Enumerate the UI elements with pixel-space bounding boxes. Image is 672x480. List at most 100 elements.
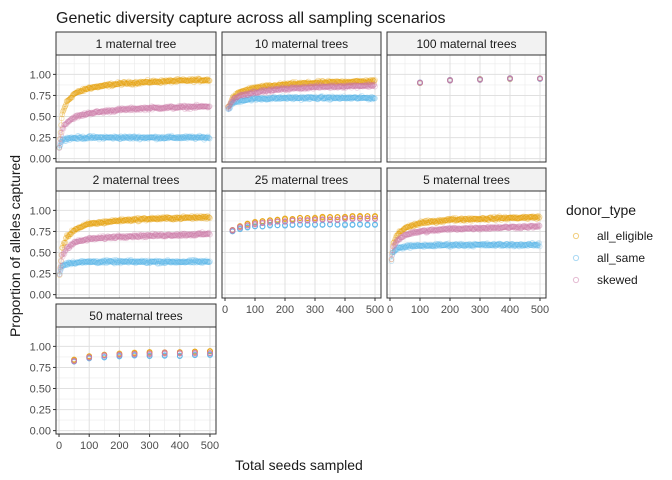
data-point: [150, 77, 157, 84]
data-point: [58, 115, 65, 122]
data-point: [186, 134, 192, 141]
data-point: [148, 103, 155, 109]
data-layer: [225, 77, 378, 113]
data-point: [309, 94, 316, 101]
data-point: [87, 133, 93, 139]
data-point: [191, 77, 198, 83]
data-point: [322, 95, 329, 102]
data-point: [79, 111, 86, 117]
data-point: [109, 83, 115, 90]
data-point: [71, 134, 77, 141]
data-point: [190, 77, 197, 84]
data-point: [93, 134, 99, 140]
data-point: [166, 103, 173, 110]
data-point: [56, 144, 63, 151]
data-point: [327, 83, 333, 89]
data-point: [94, 83, 100, 89]
data-point: [253, 90, 260, 96]
data-point: [122, 133, 128, 140]
data-point: [282, 95, 289, 101]
data-point: [121, 79, 128, 85]
data-point: [325, 77, 332, 84]
data-point: [84, 86, 91, 93]
data-point: [185, 133, 191, 140]
data-point: [131, 133, 138, 139]
data-point: [148, 104, 154, 111]
data-point: [276, 85, 283, 91]
data-point: [80, 85, 86, 92]
data-point: [328, 79, 335, 86]
data-point: [74, 89, 80, 96]
data-point: [138, 80, 145, 87]
data-point: [346, 79, 353, 85]
data-point: [189, 104, 196, 110]
y-tick-label: 0.50: [30, 248, 51, 260]
data-point: [283, 85, 290, 91]
data-point: [63, 121, 70, 127]
data-point: [152, 105, 159, 111]
data-point: [195, 102, 202, 109]
x-tick-label: 500: [366, 304, 384, 316]
data-point: [336, 83, 343, 90]
data-point: [106, 81, 113, 87]
data-point: [295, 95, 302, 101]
data-point: [288, 82, 295, 89]
data-point: [128, 104, 135, 110]
data-point: [90, 84, 96, 90]
data-point: [298, 86, 305, 92]
data-point: [336, 96, 343, 102]
data-point: [343, 79, 350, 86]
data-point: [94, 108, 100, 114]
data-point: [61, 106, 67, 112]
data-point: [317, 79, 324, 85]
data-point: [306, 94, 313, 100]
data-point: [225, 103, 231, 110]
data-point: [87, 85, 94, 92]
data-point: [363, 95, 369, 102]
data-point: [89, 85, 95, 92]
y-tick-label: 0.75: [30, 90, 51, 102]
series-all_eligible: [225, 77, 378, 111]
data-point: [286, 81, 293, 87]
data-point: [147, 79, 154, 86]
data-point: [75, 133, 82, 139]
data-point: [202, 103, 208, 110]
data-point: [150, 78, 156, 84]
data-point: [326, 78, 333, 85]
data-point: [256, 89, 263, 95]
data-point: [77, 134, 83, 141]
data-point: [175, 76, 182, 82]
x-tick-label: 300: [306, 304, 324, 316]
data-point: [259, 87, 266, 94]
data-point: [125, 106, 131, 112]
data-point: [309, 94, 315, 100]
data-point: [199, 103, 206, 109]
data-point: [117, 136, 124, 142]
data-point: [303, 85, 310, 92]
data-point: [90, 110, 97, 116]
data-point: [142, 79, 148, 85]
data-point: [291, 96, 297, 102]
data-point: [294, 83, 301, 90]
data-point: [300, 83, 307, 90]
data-point: [322, 79, 329, 85]
data-point: [194, 134, 200, 141]
data-point: [149, 134, 156, 141]
data-point: [71, 114, 78, 121]
data-point: [239, 89, 245, 95]
data-point: [133, 136, 140, 142]
data-point: [349, 94, 356, 101]
data-point: [159, 78, 165, 85]
data-point: [202, 135, 209, 141]
data-point: [186, 77, 192, 84]
data-point: [228, 99, 234, 105]
data-point: [97, 134, 103, 140]
data-point: [366, 79, 373, 85]
data-point: [86, 133, 93, 139]
data-point: [112, 81, 118, 87]
data-point: [134, 80, 141, 87]
data-point: [309, 84, 315, 91]
x-tick-label: 100: [80, 440, 98, 452]
data-point: [65, 136, 71, 143]
data-point: [60, 136, 66, 142]
